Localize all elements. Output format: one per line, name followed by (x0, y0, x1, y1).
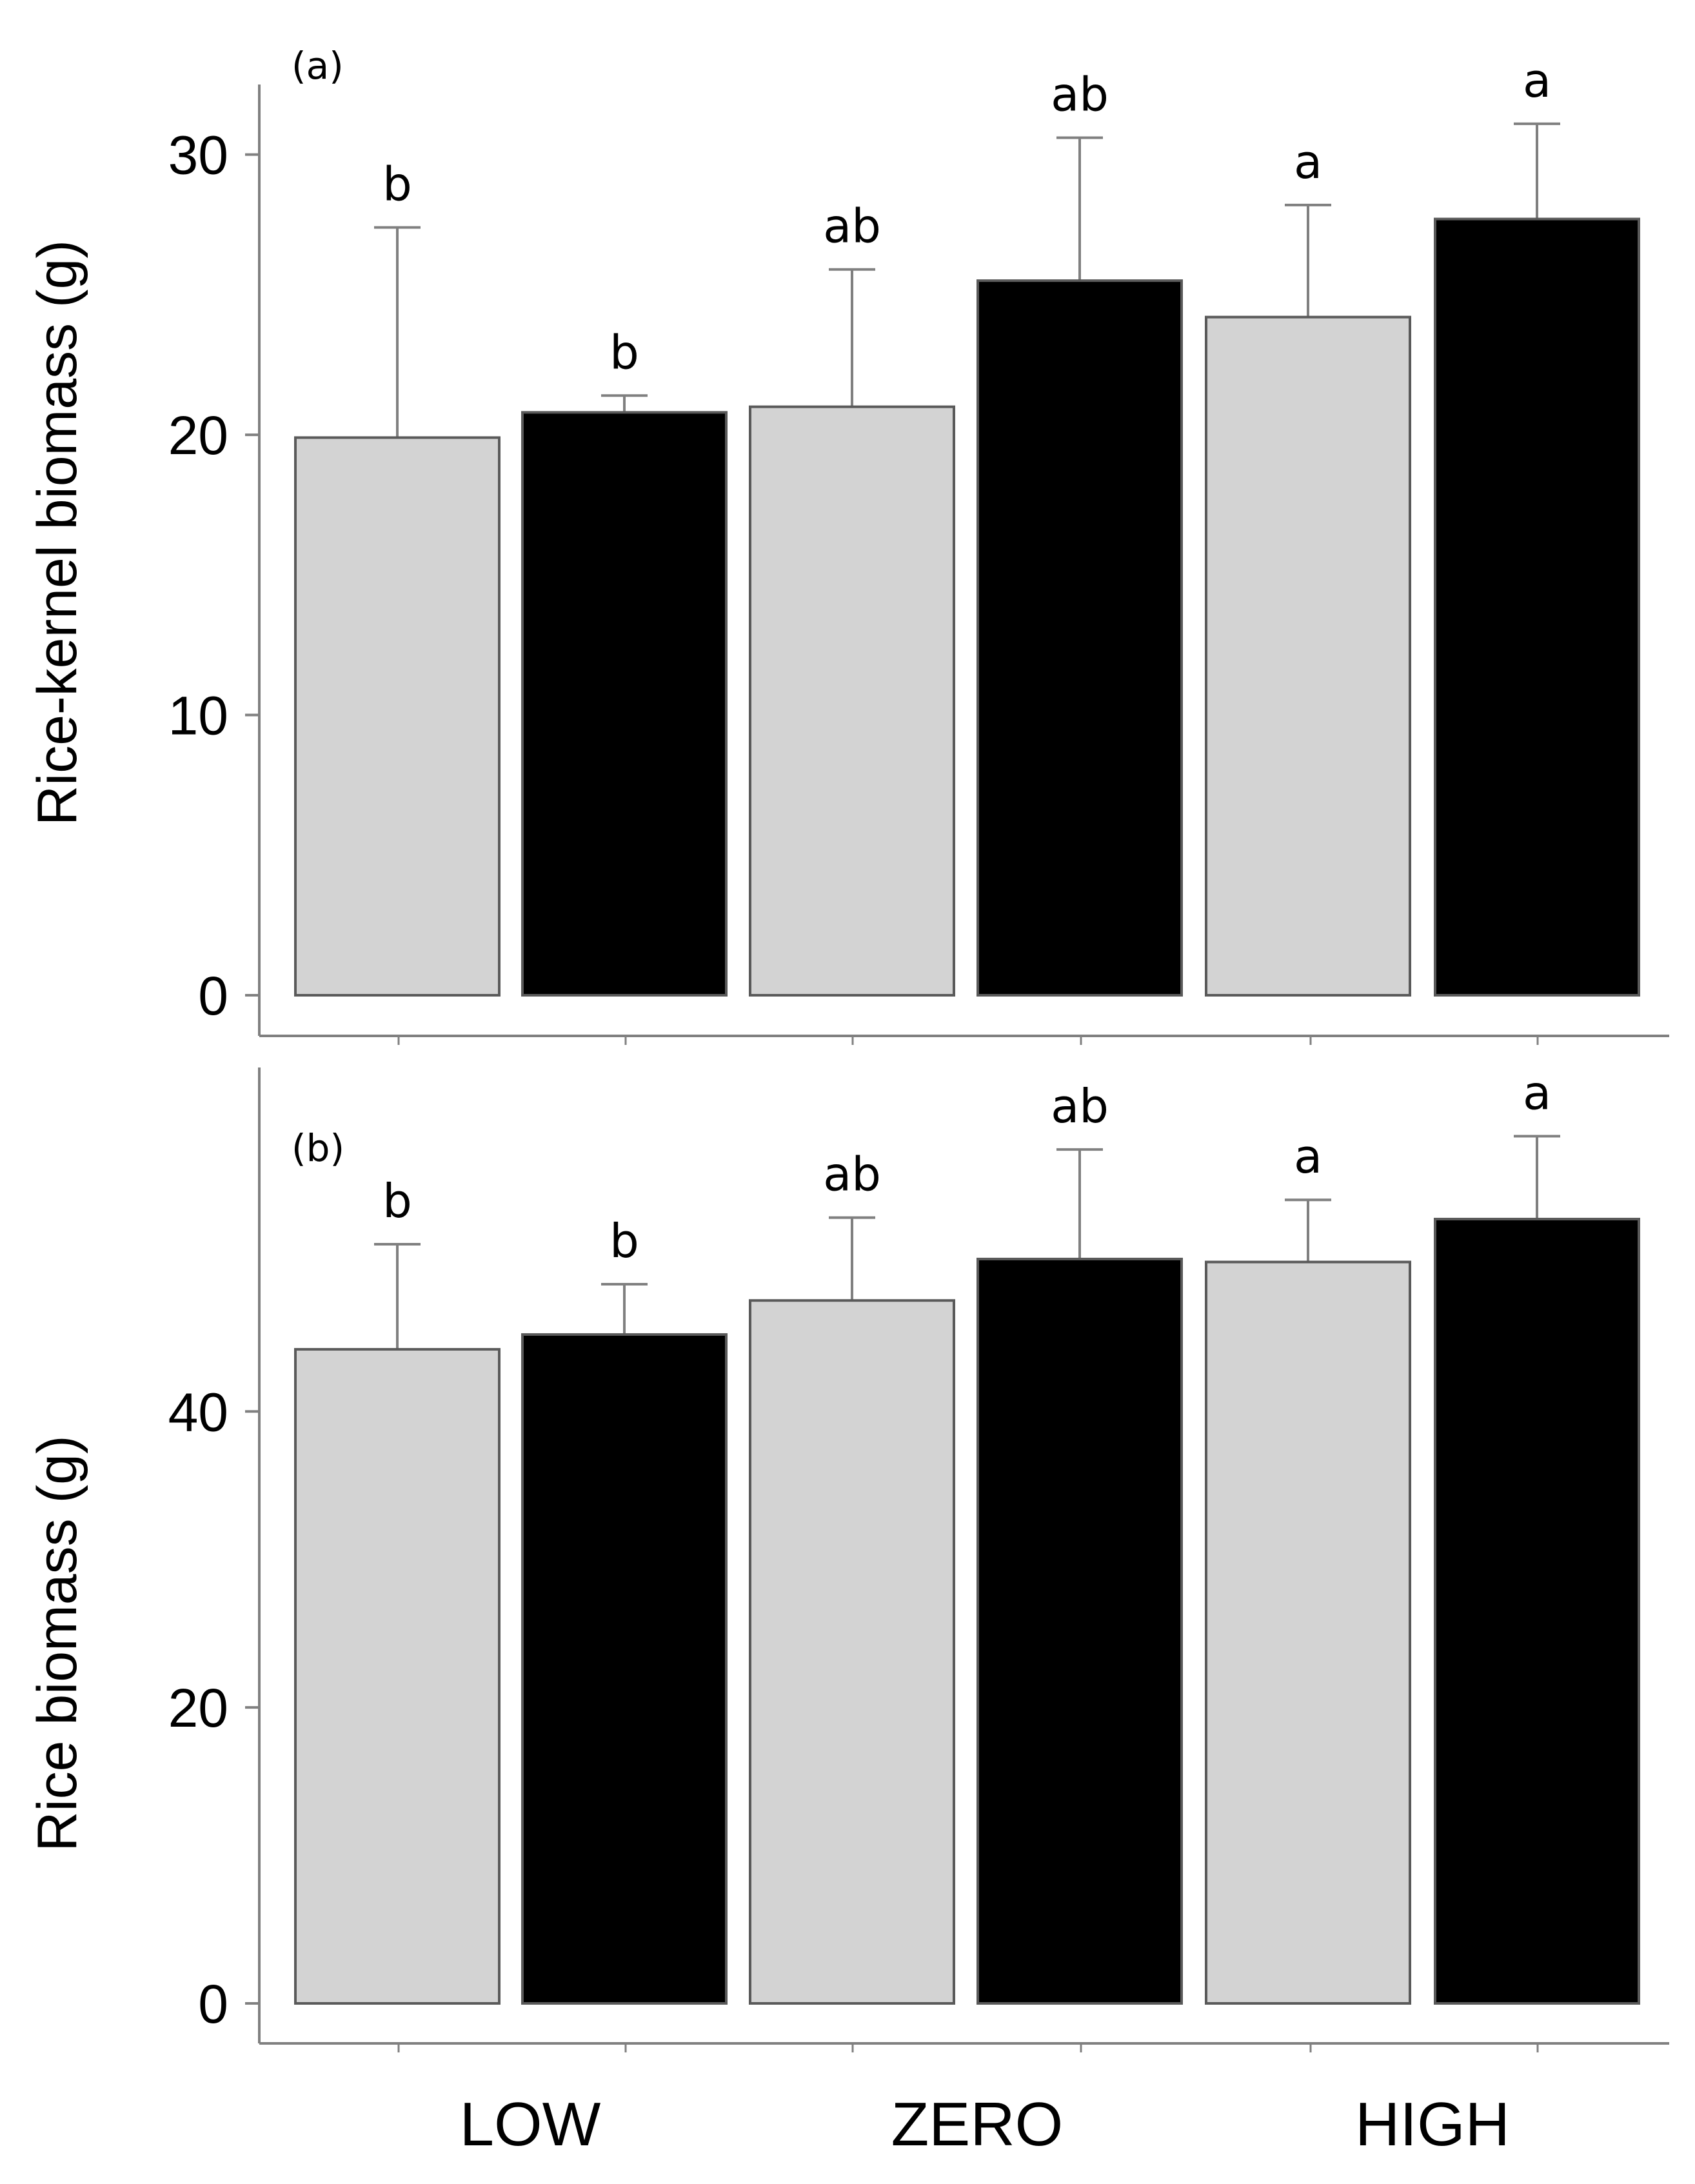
panel-a-sig-letter-high-black: a (1523, 54, 1551, 108)
panel-a-sig-letter-low-black: b (610, 325, 639, 379)
panel-a-y-axis-label: Rice-kernel biomass (g) (26, 240, 88, 826)
panel-a-bar-low-black (521, 411, 728, 997)
panel-b-bar-high-black (1434, 1218, 1640, 2005)
panel-b-bar-high-grey (1205, 1260, 1411, 2005)
panel-b: (b) Rice biomass (g) 0 20 40 b b ab ab a a (26, 1066, 1669, 2052)
panel-a-y-tick-label-30: 30 (168, 125, 228, 186)
panel-b-sig-letter-high-black: a (1523, 1066, 1551, 1120)
category-label-low: LOW (460, 2090, 601, 2159)
panel-a-y-tick-label-20: 20 (168, 405, 228, 466)
panel-b-bar-low-grey (294, 1347, 501, 2005)
panel-a-bar-zero-grey (749, 405, 955, 997)
panel-b-sig-letter-low-grey: b (382, 1174, 412, 1228)
panel-a-bar-zero-black (976, 279, 1183, 997)
panel-a-bar-high-black (1434, 217, 1640, 997)
category-label-zero: ZERO (891, 2090, 1064, 2159)
panel-a-sig-letter-high-grey: a (1294, 135, 1322, 189)
panel-b-sig-letter-zero-black: ab (1051, 1079, 1109, 1133)
panel-a-sig-letter-zero-black: ab (1051, 68, 1109, 122)
panel-a-sig-letter-low-grey: b (382, 157, 412, 212)
panel-b-bar-zero-grey (749, 1299, 955, 2005)
panel-b-sig-letter-low-black: b (610, 1214, 639, 1268)
x-axis-category-labels: LOW ZERO HIGH (460, 2090, 1510, 2159)
panel-b-y-tick-label-20: 20 (168, 1678, 228, 1738)
panel-a-y-tick-label-0: 0 (198, 966, 228, 1026)
panel-b-bar-low-black (521, 1333, 728, 2005)
panel-b-y-tick-label-40: 40 (168, 1382, 228, 1442)
panel-b-y-tick-label-0: 0 (198, 1974, 228, 2034)
panel-b-sig-letter-zero-grey: ab (823, 1147, 881, 1202)
panel-a-sig-letter-zero-grey: ab (823, 199, 881, 253)
panel-a-y-tick-label-10: 10 (168, 686, 228, 746)
panel-a-bar-low-grey (294, 436, 501, 997)
panel-a-label: (a) (292, 44, 344, 88)
category-label-high: HIGH (1355, 2090, 1510, 2159)
panel-a-bar-high-grey (1205, 315, 1411, 997)
panel-a: (a) Rice-kernel biomass (g) 0 10 20 30 b b ab a… (26, 44, 1669, 1045)
panel-b-sig-letter-high-grey: a (1294, 1129, 1322, 1184)
panel-b-y-axis-label: Rice biomass (g) (26, 1435, 88, 1851)
panel-b-bar-zero-black (976, 1257, 1183, 2005)
panel-b-label: (b) (292, 1126, 344, 1170)
